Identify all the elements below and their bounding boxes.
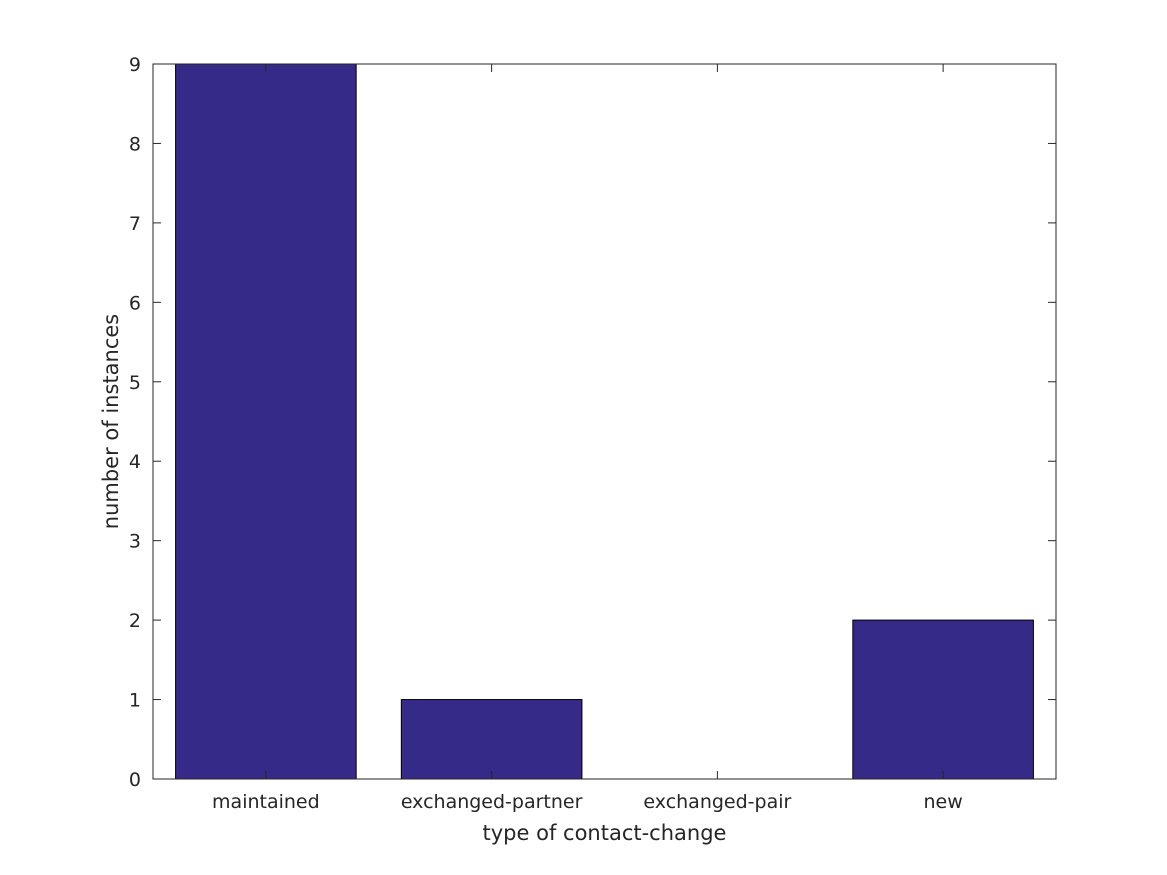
- y-axis-label: number of instances: [99, 314, 123, 529]
- x-tick-label-new: new: [923, 791, 962, 813]
- y-tick-label-1: 1: [129, 690, 141, 712]
- bar-maintained: [175, 63, 357, 780]
- y-tick-label-8: 8: [129, 133, 141, 155]
- y-tick-label-3: 3: [129, 531, 141, 553]
- x-tick-label-exchanged-pair: exchanged-pair: [643, 791, 791, 813]
- bar-new: [852, 619, 1034, 780]
- bar-exchanged-partner: [400, 699, 583, 780]
- bars-layer: [175, 63, 1034, 780]
- y-tick-label-4: 4: [129, 451, 141, 473]
- y-tick-label-6: 6: [129, 292, 141, 314]
- ticks-layer: 0 1 2 3 4 5 6 7 8 9 maintained exchanged-partner exc…: [129, 54, 1056, 813]
- x-tick-label-maintained: maintained: [212, 791, 320, 813]
- plot-area-frame: [152, 63, 1057, 780]
- y-tick-label-9: 9: [129, 54, 141, 76]
- y-tick-label-7: 7: [129, 213, 141, 235]
- x-tick-label-exchanged-partner: exchanged-partner: [401, 791, 583, 813]
- x-axis-label: type of contact-change: [483, 821, 727, 845]
- y-tick-label-5: 5: [129, 372, 141, 394]
- y-tick-label-0: 0: [129, 769, 141, 791]
- y-tick-label-2: 2: [129, 610, 141, 632]
